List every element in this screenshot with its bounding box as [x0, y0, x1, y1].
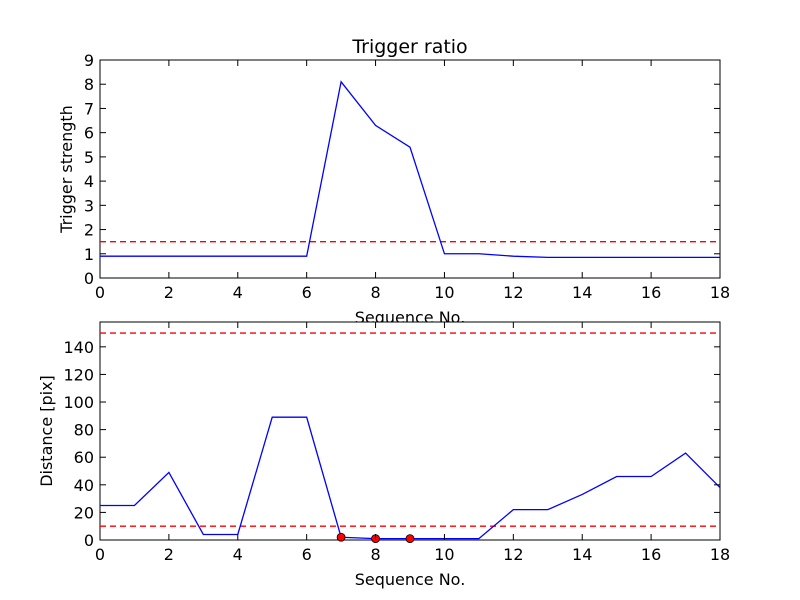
x-tick-label: 14 [572, 545, 592, 564]
x-tick-label: 0 [95, 283, 105, 302]
x-axis-label: Sequence No. [355, 570, 466, 589]
plot-area [99, 59, 721, 279]
y-tick-label: 20 [74, 503, 94, 522]
y-tick-label: 0 [84, 531, 94, 550]
plot-content [100, 80, 720, 259]
x-tick-label: 12 [503, 283, 523, 302]
y-tick-label: 100 [63, 393, 94, 412]
series-line [100, 80, 720, 259]
y-tick-label: 4 [84, 172, 94, 191]
x-tick-label: 10 [434, 545, 454, 564]
y-axis-ticks: 0 1 2 3 4 5 6 7 8 9 [84, 51, 720, 288]
x-tick-label: 0 [95, 545, 105, 564]
y-tick-label: 7 [84, 99, 94, 118]
y-tick-label: 80 [74, 421, 94, 440]
x-tick-label: 6 [302, 283, 312, 302]
x-tick-label: 18 [710, 545, 730, 564]
x-tick-label: 4 [233, 283, 243, 302]
x-tick-label: 16 [641, 545, 661, 564]
y-tick-label: 40 [74, 476, 94, 495]
chart-title: Trigger ratio [351, 36, 467, 58]
x-tick-label: 6 [302, 545, 312, 564]
data-marker [405, 534, 415, 544]
y-tick-label: 0 [84, 269, 94, 288]
y-axis-ticks: 0 20 40 60 80 100 120 140 [63, 338, 720, 550]
x-tick-label: 8 [370, 283, 380, 302]
x-axis-ticks: 0 2 4 6 8 10 12 14 16 18 [95, 322, 730, 564]
y-tick-label: 8 [84, 75, 94, 94]
x-tick-label: 10 [434, 283, 454, 302]
y-axis-label: Distance [pix] [37, 375, 56, 487]
x-tick-label: 12 [503, 545, 523, 564]
y-tick-label: 140 [63, 338, 94, 357]
plot-content [100, 332, 721, 544]
subplot-trigger-ratio: Trigger ratio 0 2 4 6 8 10 12 14 16 18 0123456789… [57, 36, 730, 327]
x-tick-label: 2 [164, 545, 174, 564]
y-tick-label: 60 [74, 448, 94, 467]
y-axis-label: Trigger strength [57, 105, 76, 234]
y-tick-label: 3 [84, 196, 94, 215]
plot-area [99, 321, 721, 541]
x-tick-label: 14 [572, 283, 592, 302]
y-tick-label: 120 [63, 365, 94, 384]
x-tick-label: 4 [233, 545, 243, 564]
x-tick-label: 2 [164, 283, 174, 302]
subplot-distance: 0 2 4 6 8 10 12 14 16 18 0 20 40 60 80 100 120 140 Seque… [37, 321, 730, 589]
y-tick-label: 2 [84, 221, 94, 240]
y-tick-label: 6 [84, 124, 94, 143]
y-tick-label: 5 [84, 148, 94, 167]
x-tick-label: 8 [370, 545, 380, 564]
data-marker [336, 532, 346, 542]
y-tick-label: 9 [84, 51, 94, 70]
x-tick-label: 18 [710, 283, 730, 302]
y-tick-label: 1 [84, 245, 94, 264]
x-tick-label: 16 [641, 283, 661, 302]
x-axis-ticks: 0 2 4 6 8 10 12 14 16 18 [95, 60, 730, 302]
